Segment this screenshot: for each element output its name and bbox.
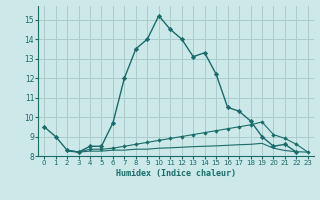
X-axis label: Humidex (Indice chaleur): Humidex (Indice chaleur) (116, 169, 236, 178)
